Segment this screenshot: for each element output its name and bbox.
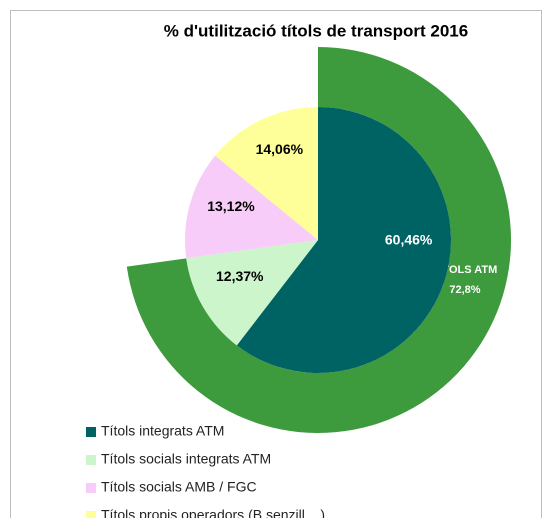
legend-label: Títols socials AMB / FGC <box>101 479 257 495</box>
ring-label: TITOLS ATM <box>433 264 498 276</box>
legend-swatch <box>86 455 96 465</box>
legend-swatch <box>86 511 96 518</box>
legend-swatch <box>86 427 96 437</box>
ring-value-label: 72,8% <box>449 284 480 296</box>
legend: Títols integrats ATM Títols socials integ… <box>86 423 325 518</box>
pie-slice <box>185 155 318 259</box>
legend-label: Títols socials integrats ATM <box>101 451 271 467</box>
pie-slice <box>186 240 318 346</box>
legend-label: Títols propis operadors (B.senzill,...) <box>101 507 325 518</box>
legend-label: Títols integrats ATM <box>101 423 224 439</box>
slice-label: 12,37% <box>216 268 264 284</box>
pie-slice <box>236 107 452 373</box>
plot-area: TITOLS ATM 72,8% 60,46% 12,37% 13,12% 14,06% <box>126 47 511 434</box>
slice-label: 14,06% <box>256 141 304 157</box>
slice-label: 60,46% <box>385 232 433 248</box>
slice-label: 13,12% <box>207 198 255 214</box>
chart-title: % d'utilització títols de transport 2016 <box>164 21 468 40</box>
pie-slice <box>215 107 318 240</box>
ring-segment <box>126 47 511 434</box>
legend-swatch <box>86 483 96 493</box>
